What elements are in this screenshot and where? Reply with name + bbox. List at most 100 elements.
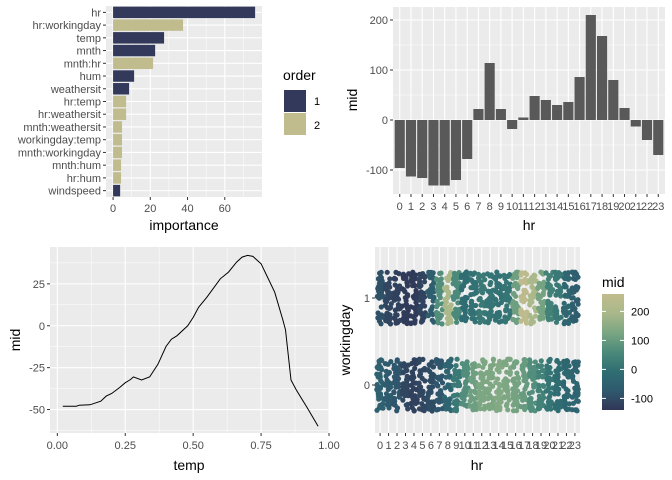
jitter-point [446, 364, 452, 370]
jitter-point [569, 306, 576, 312]
jitter-point [384, 377, 390, 383]
jitter-point [376, 290, 382, 296]
jitter-point [416, 359, 422, 365]
jitter-point [395, 302, 401, 308]
jitter-point [452, 367, 458, 373]
jitter-point [521, 357, 527, 363]
jitter-point [547, 273, 554, 279]
jitter-point [387, 321, 394, 327]
jitter-point [412, 272, 419, 278]
jitter-point [574, 389, 580, 395]
jitter-point [426, 384, 432, 390]
jitter-point [428, 389, 434, 395]
jitter-point [535, 405, 542, 411]
hr-mid-x-tick-label: 11 [518, 201, 529, 213]
jitter-point [439, 321, 445, 327]
jitter-y-axis-title: workingday [337, 305, 353, 377]
jitter-point [376, 280, 383, 286]
importance-y-tick-label: hr:workingday [33, 20, 102, 32]
hr-mid-y-tick-label: -100 [366, 165, 388, 177]
jitter-point [463, 315, 470, 321]
jitter-point [546, 395, 552, 401]
jitter-point [545, 369, 551, 375]
hr-mid-x-tick-label: 15 [562, 201, 574, 213]
jitter-point [459, 401, 465, 407]
jitter-point [514, 370, 520, 376]
jitter-point [428, 310, 434, 316]
jitter-point [532, 273, 538, 279]
jitter-point [437, 295, 443, 301]
jitter-point [512, 397, 518, 403]
jitter-point [383, 373, 389, 379]
jitter-point [502, 285, 508, 292]
jitter-x-axis-title: hr [471, 457, 484, 473]
jitter-point [554, 358, 560, 364]
importance-x-tick-label: 60 [219, 203, 231, 215]
jitter-point [471, 361, 477, 367]
importance-bar [113, 19, 184, 31]
jitter-points [374, 269, 581, 414]
hr-mid-bar [597, 36, 608, 120]
jitter-point [462, 385, 468, 391]
jitter-point [388, 301, 394, 307]
hr-mid-bar [630, 120, 641, 127]
jitter-point [488, 375, 494, 381]
jitter-point [458, 272, 465, 278]
jitter-point [442, 385, 448, 391]
jitter-x-tick-label: 2 [394, 440, 400, 452]
jitter-point [544, 406, 551, 412]
jitter-point [409, 273, 415, 279]
jitter-point [456, 369, 462, 375]
jitter-point [384, 286, 390, 292]
jitter-point [493, 288, 499, 294]
jitter-point [391, 389, 397, 395]
hr-mid-x-tick-label: 23 [652, 201, 664, 213]
jitter-point [443, 310, 449, 316]
jitter-point [454, 319, 460, 325]
jitter-point [556, 315, 562, 321]
jitter-point [510, 291, 517, 297]
hr-mid-y-tick-labels: -100 0 100 200 [366, 15, 393, 177]
hr-mid-bar [653, 120, 664, 155]
jitter-point [420, 356, 426, 362]
jitter-point [490, 383, 496, 389]
importance-bar [113, 44, 156, 57]
jitter-point [518, 280, 525, 286]
hr-mid-bar [563, 102, 574, 120]
hr-mid-x-tick-label: 1 [408, 201, 414, 213]
jitter-point [487, 369, 493, 375]
jitter-point [454, 356, 460, 362]
jitter-point [514, 388, 521, 394]
importance-y-tick-label: workingday:temp [17, 135, 101, 147]
importance-y-tick-label: mnth:workingday [18, 147, 102, 159]
jitter-point [563, 386, 569, 392]
jitter-point [413, 309, 419, 315]
jitter-point [506, 397, 512, 403]
hr-mid-x-tick-label: 13 [540, 201, 552, 213]
jitter-x-tick-label: 1 [385, 440, 391, 452]
jitter-point [469, 277, 475, 284]
jitter-point [515, 375, 522, 381]
jitter-point [558, 293, 564, 299]
hr-mid-x-tick-label: 3 [430, 201, 436, 213]
jitter-point [463, 269, 469, 275]
jitter-point [496, 381, 502, 387]
jitter-point [457, 374, 463, 380]
jitter-point [555, 283, 562, 289]
jitter-point [455, 290, 461, 297]
jitter-point [535, 295, 542, 302]
jitter-point [475, 271, 482, 277]
jitter-point [448, 307, 454, 313]
jitter-point [471, 291, 477, 297]
hr-mid-bar [641, 120, 653, 140]
importance-y-tick-label: hr:hum [67, 173, 101, 185]
hr-mid-y-axis-title: mid [344, 89, 360, 112]
hr-mid-bar [518, 117, 529, 120]
importance-bar [113, 133, 123, 146]
jitter-point [540, 373, 547, 380]
jitter-point [486, 296, 492, 302]
hr-mid-x-tick-label: 2 [419, 201, 425, 213]
jitter-point [487, 273, 493, 279]
mid-colorbar-ticks: -100 0 100 200 [602, 306, 653, 405]
jitter-point [548, 390, 554, 396]
